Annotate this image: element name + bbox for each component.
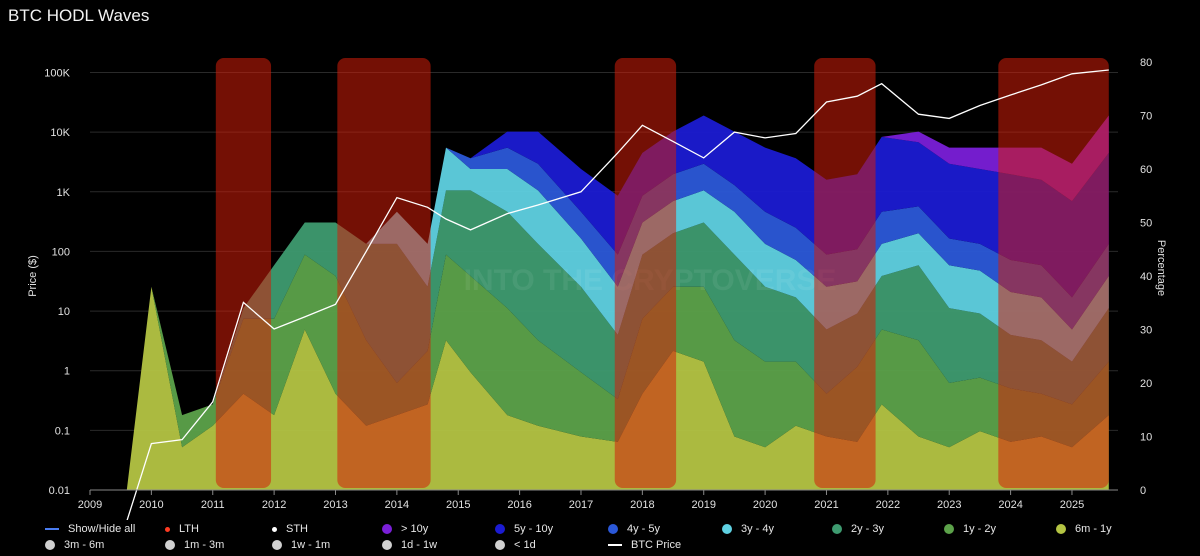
legend-marker-icon: [45, 528, 59, 530]
legend-label: 1y - 2y: [963, 523, 997, 535]
legend-label: 1m - 3m: [184, 539, 225, 551]
y-right-tick: 10: [1140, 432, 1152, 444]
legend-item-lth[interactable]: LTH: [165, 523, 199, 535]
red-zone: [215, 58, 272, 488]
legend-marker-icon: [608, 544, 622, 546]
y-left-tick: 10K: [50, 127, 70, 139]
x-tick-label: 2016: [507, 499, 531, 511]
y-right-tick: 40: [1140, 271, 1152, 283]
legend-item-3y-4y[interactable]: 3y - 4y: [722, 523, 774, 535]
y-left-tick: 0.01: [49, 485, 70, 497]
legend-label: 3m - 6m: [64, 539, 105, 551]
legend-label: 2y - 3y: [851, 523, 885, 535]
y-right-tick: 0: [1140, 485, 1146, 497]
y-right-tick: 30: [1140, 325, 1152, 337]
legend-label: STH: [286, 523, 308, 535]
legend-label: BTC Price: [631, 539, 682, 551]
legend-marker-icon: [722, 524, 732, 534]
y-left-tick: 0.1: [55, 425, 70, 437]
y-right-tick: 50: [1140, 218, 1152, 230]
legend-item-3m-6m[interactable]: 3m - 6m: [45, 539, 104, 551]
red-zone: [998, 58, 1109, 488]
x-tick-label: 2011: [201, 499, 225, 511]
chart-title: BTC HODL Waves: [8, 6, 150, 25]
x-tick-label: 2023: [937, 499, 961, 511]
y-right-tick: 60: [1140, 164, 1152, 176]
x-tick-label: 2022: [876, 499, 900, 511]
y-right-tick: 80: [1140, 57, 1152, 69]
red-zone: [814, 58, 876, 488]
x-tick-label: 2018: [630, 499, 654, 511]
red-zone: [337, 58, 431, 488]
legend-item-show-hide-all[interactable]: Show/Hide all: [45, 523, 135, 535]
legend-item-sth[interactable]: STH: [272, 523, 308, 535]
legend-item-6m-1y[interactable]: 6m - 1y: [1056, 523, 1112, 535]
legend-item-1w-1m[interactable]: 1w - 1m: [272, 539, 330, 551]
x-tick-label: 2024: [998, 499, 1022, 511]
legend-marker-icon: [944, 524, 954, 534]
red-zone: [614, 58, 677, 488]
y-left-tick: 10: [58, 306, 70, 318]
y-right-tick: 20: [1140, 378, 1152, 390]
y-left-axis-title: Price ($): [27, 255, 39, 297]
btc-price-line: [126, 69, 1109, 520]
legend-label: Show/Hide all: [68, 523, 136, 535]
hodl-waves-chart: INTO THE CRYPTOVERSE 0.010.11101001K10K1…: [27, 57, 1167, 520]
y-left-tick: 100K: [44, 68, 70, 80]
y-right-tick: 70: [1140, 111, 1152, 123]
legend-item-4y-5y[interactable]: 4y - 5y: [608, 523, 660, 535]
legend-marker-icon: [495, 524, 505, 534]
legend-marker-icon: [1056, 524, 1066, 534]
x-tick-label: 2013: [323, 499, 347, 511]
legend-item-10y[interactable]: > 10y: [382, 523, 428, 535]
legend-marker-icon: [45, 540, 55, 550]
legend-marker-icon: [832, 524, 842, 534]
legend-marker-icon: [608, 524, 618, 534]
legend-item-2y-3y[interactable]: 2y - 3y: [832, 523, 884, 535]
x-tick-label: 2012: [262, 499, 286, 511]
x-tick-label: 2017: [569, 499, 593, 511]
legend-item-1m-3m[interactable]: 1m - 3m: [165, 539, 224, 551]
x-tick-label: 2014: [385, 499, 409, 511]
legend-label: 1d - 1w: [401, 539, 438, 551]
y-right-axis-title: Percentage: [1155, 240, 1167, 296]
legend-marker-icon: [382, 540, 392, 550]
y-left-tick: 1K: [57, 187, 71, 199]
x-tick-label: 2009: [78, 499, 102, 511]
legend-label: 4y - 5y: [627, 523, 661, 535]
legend-item-1d[interactable]: < 1d: [495, 539, 536, 551]
legend-marker-icon: [165, 540, 175, 550]
x-tick-label: 2021: [814, 499, 838, 511]
legend-marker-icon: [272, 540, 282, 550]
x-tick-label: 2025: [1060, 499, 1084, 511]
x-tick-label: 2010: [139, 499, 163, 511]
legend: Show/Hide all LTH STH > 10y 5y - 10y 4y - 5y 3…: [40, 521, 1200, 556]
legend-label: LTH: [179, 523, 199, 535]
legend-label: 1w - 1m: [291, 539, 331, 551]
x-tick-label: 2020: [753, 499, 777, 511]
y-left-tick: 100: [52, 246, 70, 258]
legend-label: < 1d: [514, 539, 536, 551]
y-left-tick: 1: [64, 366, 70, 378]
legend-item-btc-price[interactable]: BTC Price: [608, 539, 681, 551]
legend-item-5y-10y[interactable]: 5y - 10y: [495, 523, 553, 535]
legend-marker-icon: [382, 524, 392, 534]
legend-marker-icon: [165, 526, 170, 532]
legend-label: 3y - 4y: [741, 523, 775, 535]
legend-marker-icon: [272, 526, 277, 532]
legend-label: > 10y: [401, 523, 429, 535]
axes: 0.01 0.1 1 10 100 1K 10K 100K 0 10 20 30 40 50 60 70 80 2…: [27, 57, 1167, 511]
red-zones: [215, 58, 1109, 488]
legend-item-1y-2y[interactable]: 1y - 2y: [944, 523, 996, 535]
price-lines: [126, 69, 1109, 520]
legend-marker-icon: [495, 540, 505, 550]
legend-label: 6m - 1y: [1075, 523, 1112, 535]
x-tick-label: 2015: [446, 499, 470, 511]
x-tick-label: 2019: [691, 499, 715, 511]
legend-item-1d-1w[interactable]: 1d - 1w: [382, 539, 437, 551]
legend-label: 5y - 10y: [514, 523, 554, 535]
